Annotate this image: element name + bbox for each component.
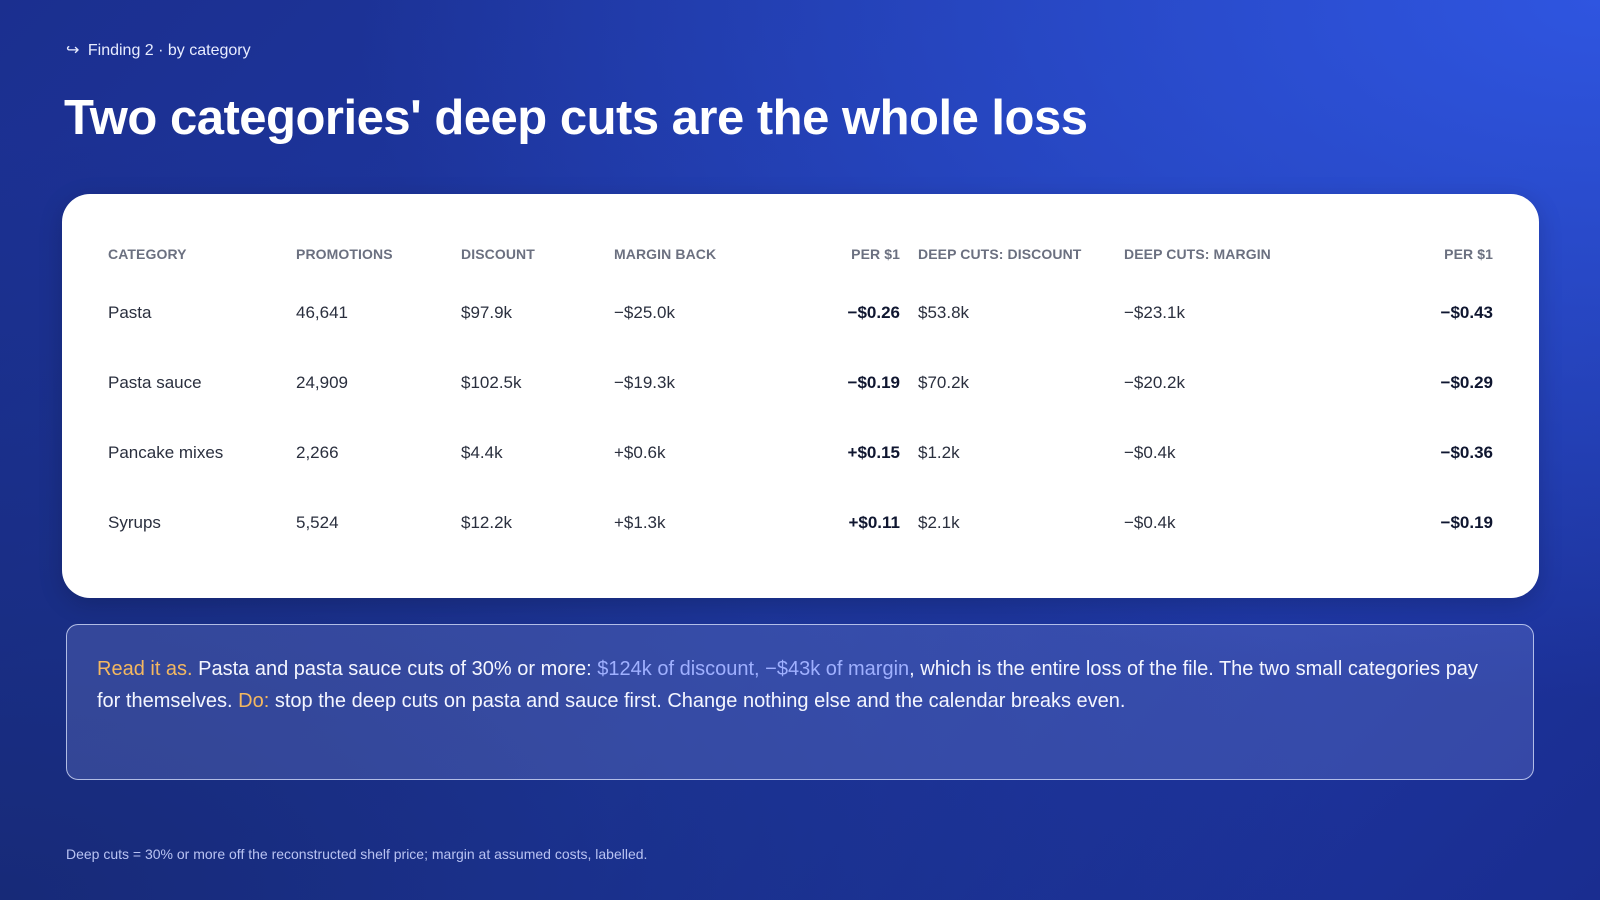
return-arrow-icon: ↪ <box>66 42 80 59</box>
callout-do-label: Do: <box>238 690 270 712</box>
cell-discount: $97.9k <box>461 303 513 322</box>
cell-promotions: 24,909 <box>296 373 348 392</box>
cell-discount: $12.2k <box>461 513 513 532</box>
cell-per-dollar: −$0.26 <box>847 303 900 322</box>
table-row: Pancake mixes 2,266 $4.4k +$0.6k +$0.15 … <box>108 418 1493 488</box>
header-margin-back: MARGIN BACK <box>614 246 717 262</box>
cell-discount: $4.4k <box>461 443 503 462</box>
cell-deep-margin: −$0.4k <box>1124 513 1176 532</box>
cell-promotions: 5,524 <box>296 513 339 532</box>
header-category: CATEGORY <box>108 246 187 262</box>
cell-category: Pancake mixes <box>108 443 224 462</box>
table-row: Pasta 46,641 $97.9k −$25.0k −$0.26 $53.8… <box>108 278 1493 348</box>
cell-category: Pasta sauce <box>108 373 202 392</box>
cell-deep-discount: $1.2k <box>918 443 960 462</box>
header-discount: DISCOUNT <box>461 246 535 262</box>
cell-promotions: 46,641 <box>296 303 348 322</box>
cell-margin-back: −$25.0k <box>614 303 675 322</box>
header-deep-cuts-discount: DEEP CUTS: DISCOUNT <box>918 246 1082 262</box>
breadcrumb: ↪ Finding 2 · by category <box>66 40 251 60</box>
data-table-card: CATEGORY PROMOTIONS DISCOUNT MARGIN BACK… <box>62 194 1539 598</box>
cell-margin-back: −$19.3k <box>614 373 675 392</box>
callout-text: stop the deep cuts on pasta and sauce fi… <box>269 690 1126 712</box>
cell-per-dollar: −$0.19 <box>847 373 900 392</box>
cell-deep-per-dollar: −$0.43 <box>1440 303 1493 322</box>
cell-margin-back: +$0.6k <box>614 443 666 462</box>
cell-deep-discount: $70.2k <box>918 373 970 392</box>
cell-margin-back: +$1.3k <box>614 513 666 532</box>
callout-text: Pasta and pasta sauce cuts of 30% or mor… <box>192 658 598 680</box>
cell-category: Syrups <box>108 513 161 532</box>
callout-highlight: $124k of discount, −$43k of margin <box>597 658 910 680</box>
header-per-dollar: PER $1 <box>851 246 900 262</box>
breadcrumb-text: Finding 2 · by category <box>87 42 251 59</box>
header-deep-cuts-margin: DEEP CUTS: MARGIN <box>1124 246 1271 262</box>
cell-promotions: 2,266 <box>296 443 339 462</box>
cell-deep-margin: −$0.4k <box>1124 443 1176 462</box>
table-row: Syrups 5,524 $12.2k +$1.3k +$0.11 $2.1k … <box>108 488 1493 558</box>
cell-deep-margin: −$23.1k <box>1124 303 1185 322</box>
cell-deep-per-dollar: −$0.19 <box>1440 513 1493 532</box>
table-row: Pasta sauce 24,909 $102.5k −$19.3k −$0.1… <box>108 348 1493 418</box>
cell-deep-discount: $2.1k <box>918 513 960 532</box>
cell-category: Pasta <box>108 303 152 322</box>
callout-text: , which is the entire loss of the file. … <box>97 658 1478 712</box>
callout-lead: Read it as. <box>97 658 193 680</box>
footnote: Deep cuts = 30% or more off the reconstr… <box>66 846 648 862</box>
cell-deep-discount: $53.8k <box>918 303 970 322</box>
category-table: CATEGORY PROMOTIONS DISCOUNT MARGIN BACK… <box>108 230 1493 558</box>
cell-deep-margin: −$20.2k <box>1124 373 1185 392</box>
cell-deep-per-dollar: −$0.29 <box>1440 373 1493 392</box>
cell-discount: $102.5k <box>461 373 522 392</box>
header-deep-per-dollar: PER $1 <box>1444 246 1493 262</box>
cell-deep-per-dollar: −$0.36 <box>1440 443 1493 462</box>
header-promotions: PROMOTIONS <box>296 246 393 262</box>
interpretation-callout: Read it as. Pasta and pasta sauce cuts o… <box>66 624 1534 780</box>
table-header-row: CATEGORY PROMOTIONS DISCOUNT MARGIN BACK… <box>108 230 1493 278</box>
cell-per-dollar: +$0.15 <box>847 443 900 462</box>
page-title: Two categories' deep cuts are the whole … <box>64 91 1088 145</box>
cell-per-dollar: +$0.11 <box>848 513 900 532</box>
